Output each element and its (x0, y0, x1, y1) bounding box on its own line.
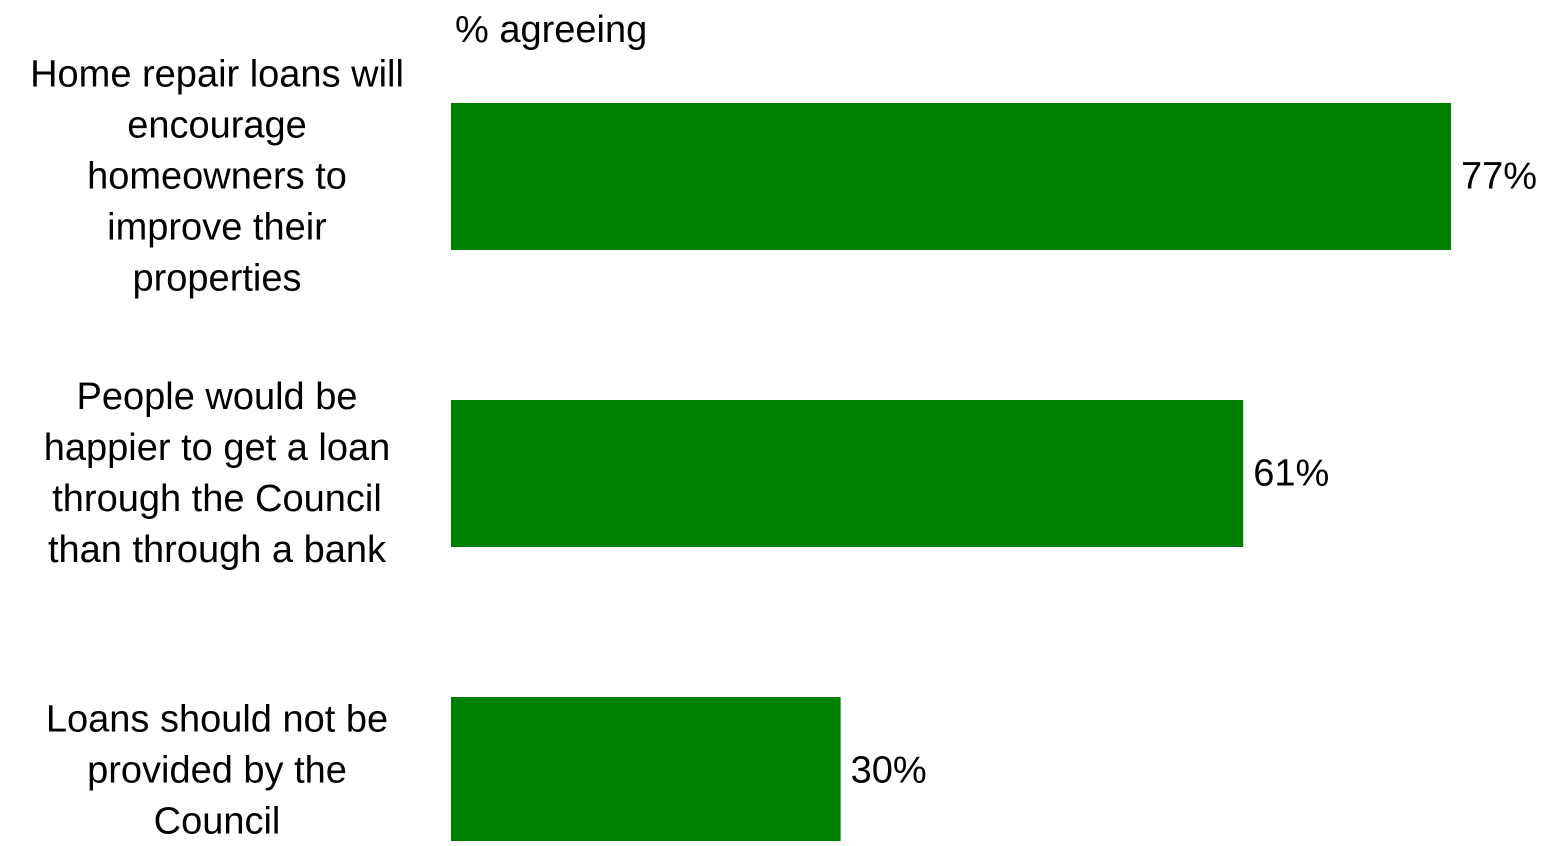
category-labels-layer: Home repair loans will encourage homeowner… (30, 54, 404, 843)
value-label-3: 30% (851, 750, 927, 792)
category-label-3: Loans should not be provided by the Counci… (46, 699, 388, 842)
category-label-line: improve their (107, 207, 327, 249)
value-labels-layer: 77% 61% 30% (851, 156, 1537, 792)
category-label-2: People would be happier to get a loan thro… (44, 376, 391, 571)
bars-layer (451, 103, 1451, 844)
chart-title: % agreeing (455, 9, 647, 51)
category-label-line: happier to get a loan (44, 427, 391, 469)
value-label-1: 77% (1461, 156, 1537, 198)
bar-3 (451, 697, 841, 844)
category-label-1: Home repair loans will encourage homeowner… (30, 54, 404, 300)
category-label-line: Home repair loans will (30, 54, 404, 96)
category-label-line: provided by the (87, 750, 347, 792)
category-label-line: through the Council (52, 478, 382, 520)
category-label-line: than through a bank (48, 529, 387, 571)
bar-1 (451, 103, 1451, 250)
category-label-line: properties (133, 258, 302, 300)
bar-2 (451, 400, 1244, 547)
value-label-2: 61% (1253, 453, 1329, 495)
category-label-line: homeowners to (87, 156, 347, 198)
category-label-line: encourage (127, 105, 307, 147)
category-label-line: People would be (77, 376, 358, 418)
category-label-line: Loans should not be (46, 699, 388, 741)
category-label-line: Council (154, 801, 281, 842)
